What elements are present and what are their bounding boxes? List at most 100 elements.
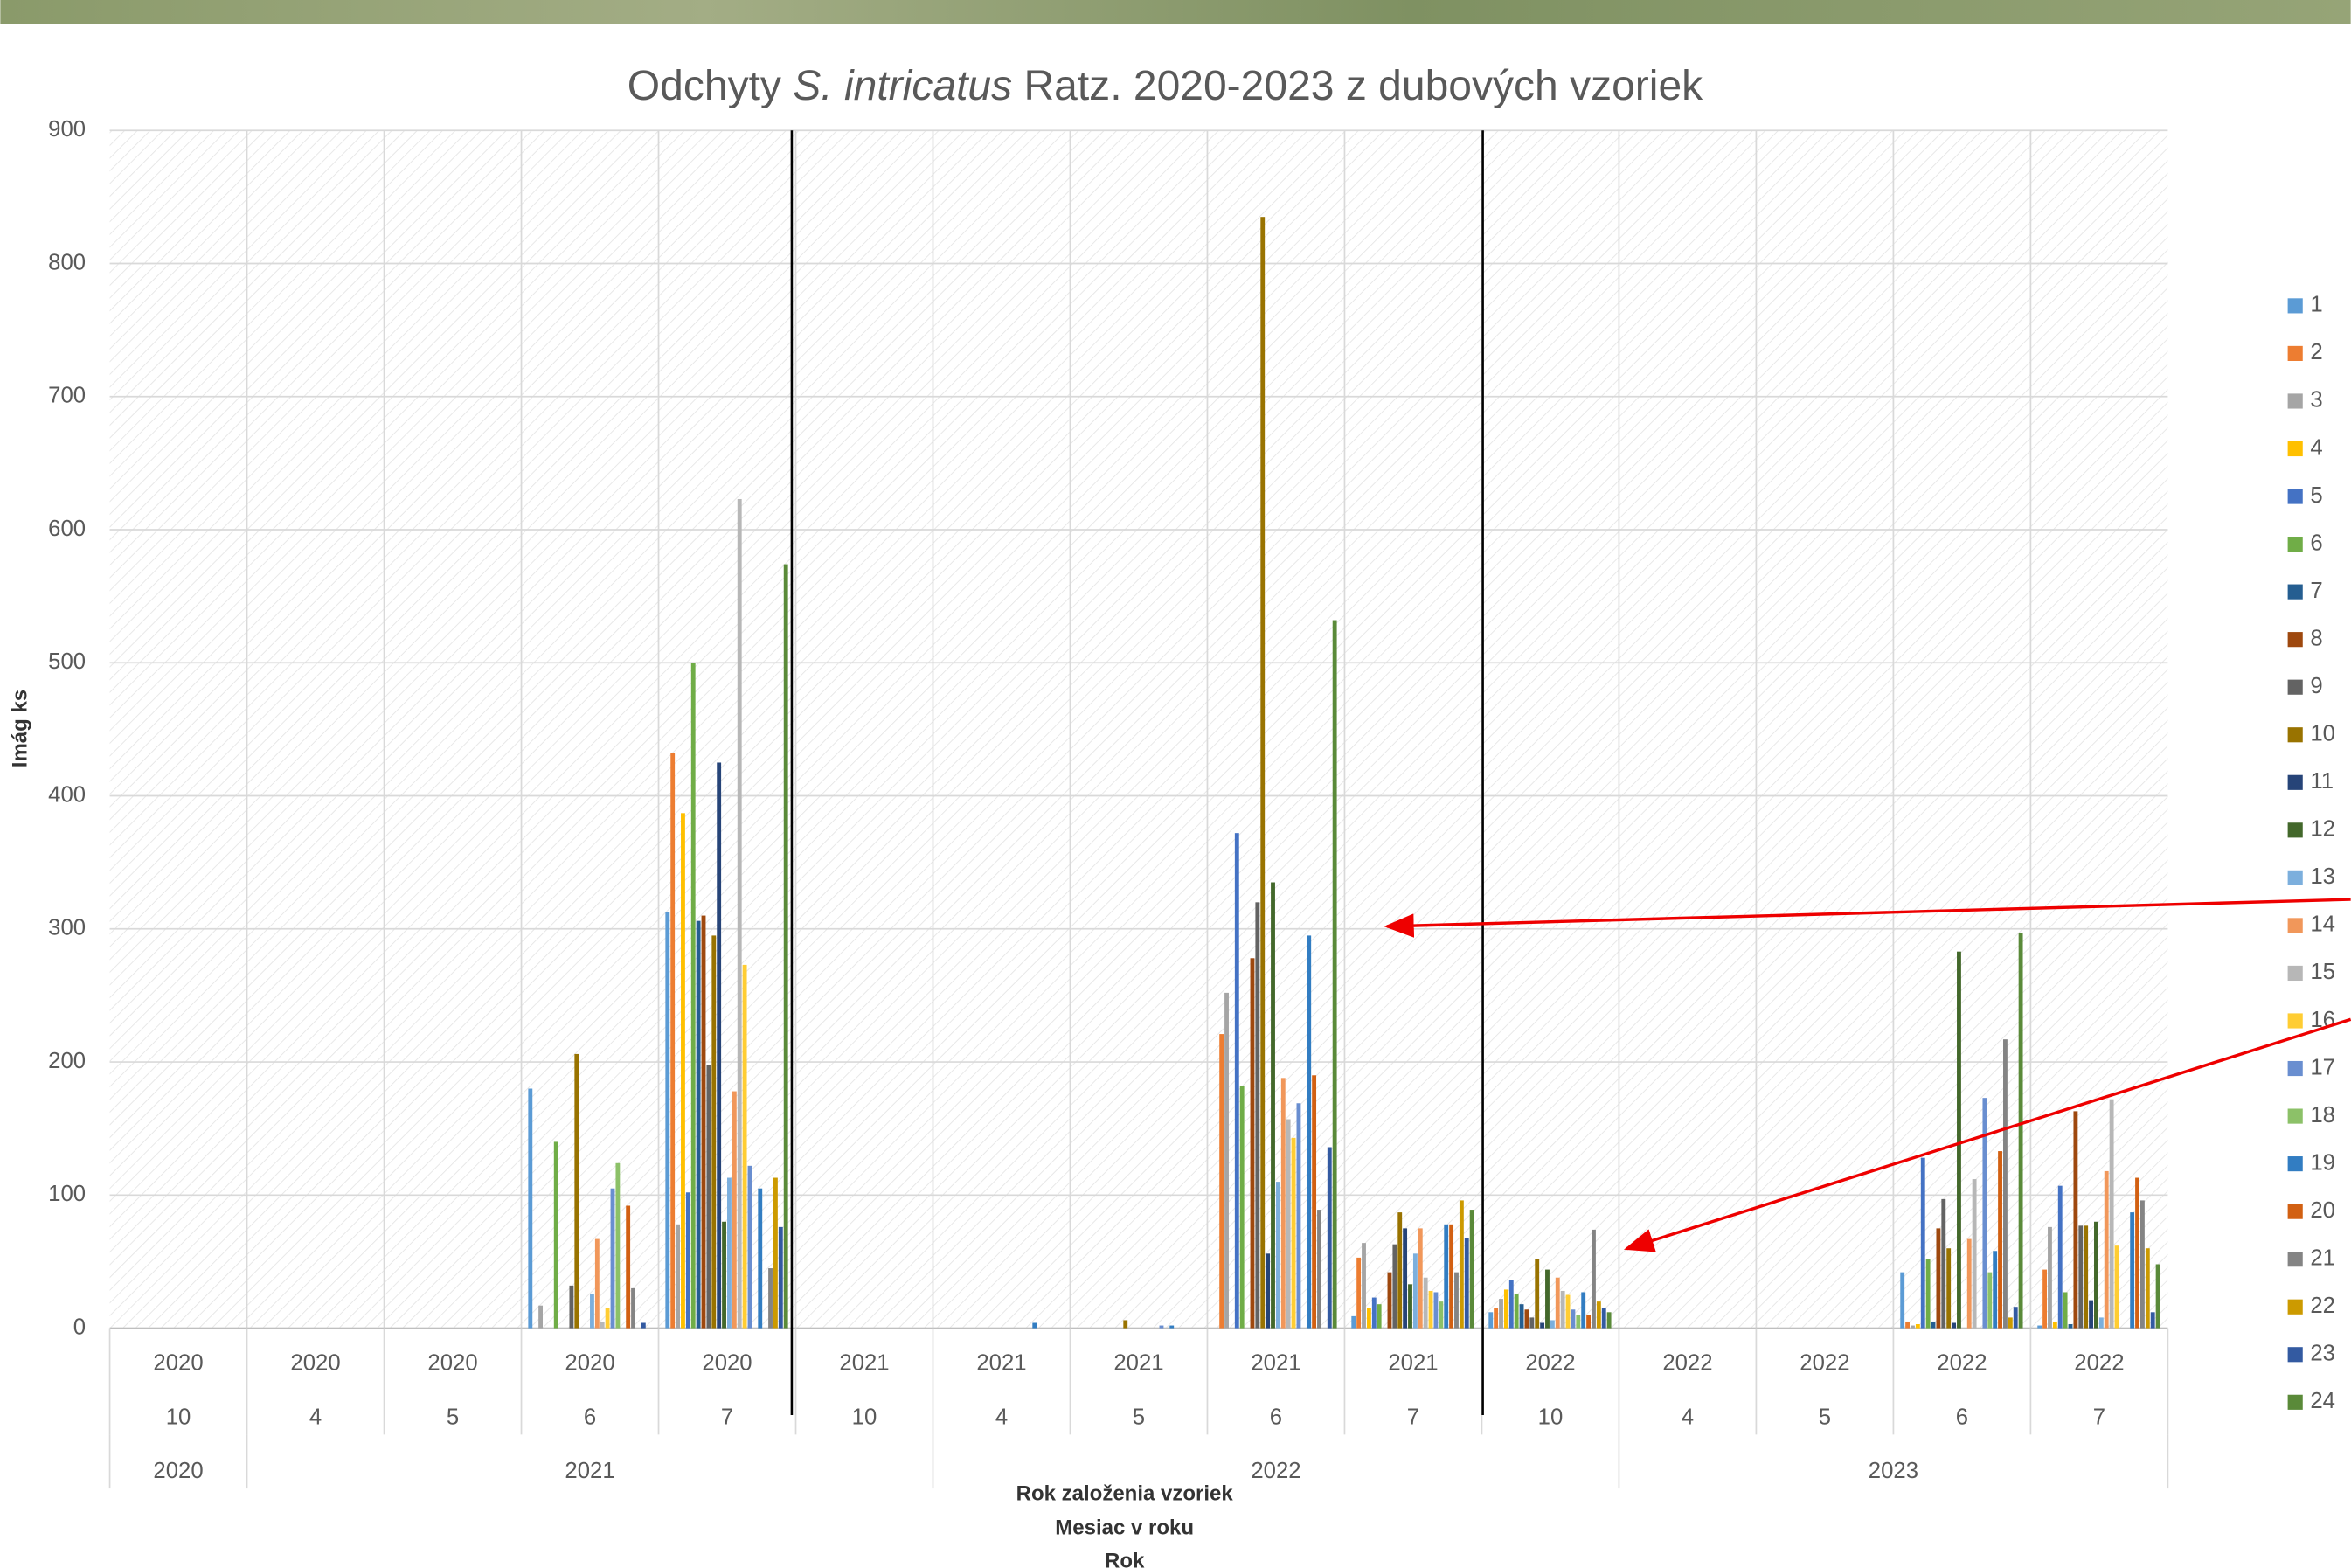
bar — [615, 1163, 620, 1329]
bar — [1921, 1158, 1925, 1329]
legend-swatch — [2288, 393, 2303, 408]
bar — [711, 935, 716, 1328]
bar — [1499, 1299, 1503, 1328]
month-label: 10 — [852, 1405, 877, 1429]
legend-swatch — [2288, 1395, 2303, 1410]
legend-label: 19 — [2310, 1150, 2335, 1175]
legend-swatch — [2288, 727, 2303, 742]
legend-label: 24 — [2310, 1389, 2335, 1413]
y-tick-label: 200 — [48, 1049, 86, 1073]
bar — [538, 1306, 543, 1329]
legend-label: 17 — [2310, 1055, 2335, 1079]
bar — [681, 813, 685, 1328]
bar — [1470, 1210, 1474, 1329]
bar — [2069, 1324, 2073, 1329]
bar — [1525, 1309, 1529, 1328]
bar — [1540, 1322, 1544, 1328]
bar — [1439, 1301, 1443, 1328]
x-tick-label: 2022 — [2074, 1351, 2124, 1376]
legend-swatch — [2288, 966, 2303, 981]
x-tick-label: 2020 — [290, 1351, 340, 1376]
bar — [590, 1294, 594, 1329]
month-label: 6 — [584, 1405, 596, 1429]
bar — [1460, 1200, 1464, 1328]
month-label: 10 — [166, 1405, 191, 1429]
legend-label: 13 — [2310, 864, 2335, 889]
bar — [1286, 1120, 1291, 1329]
bar — [1967, 1239, 1972, 1329]
bar — [1566, 1295, 1571, 1329]
y-tick-label: 600 — [48, 517, 86, 541]
bar — [1372, 1298, 1377, 1329]
chart: Odchyty S. intricatus Ratz. 2020-2023 z … — [0, 0, 2351, 1568]
bar — [1449, 1225, 1453, 1329]
bar — [1328, 1148, 1332, 1329]
bar — [2037, 1326, 2042, 1329]
bar — [2042, 1270, 2047, 1329]
bar — [722, 1222, 726, 1329]
bar — [1488, 1312, 1493, 1328]
legend-swatch — [2288, 632, 2303, 647]
legend-label: 6 — [2310, 531, 2322, 555]
y-tick-label: 900 — [48, 117, 86, 142]
bar — [727, 1178, 732, 1329]
x-tick-label: 2021 — [1251, 1351, 1300, 1376]
bar — [554, 1141, 558, 1328]
bar — [1123, 1320, 1127, 1328]
bar — [1219, 1034, 1224, 1329]
x-tick-label: 2021 — [1388, 1351, 1438, 1376]
legend-label: 7 — [2310, 579, 2322, 603]
bar — [611, 1189, 615, 1329]
bar — [1169, 1326, 1174, 1329]
legend-swatch — [2288, 346, 2303, 361]
bar — [1515, 1294, 1519, 1329]
bar — [1388, 1273, 1392, 1329]
x-axis-title: Rok — [1105, 1549, 1145, 1568]
bar — [1973, 1179, 1977, 1329]
x-tick-label: 2021 — [976, 1351, 1026, 1376]
bar — [1926, 1259, 1931, 1328]
bar — [779, 1227, 783, 1329]
bar — [1307, 935, 1311, 1328]
plot-area — [110, 130, 2168, 1328]
legend-swatch — [2288, 1347, 2303, 1362]
chart-title: Odchyty S. intricatus Ratz. 2020-2023 z … — [628, 63, 1703, 109]
bar — [2073, 1111, 2077, 1328]
bar — [595, 1239, 600, 1329]
legend-label: 12 — [2310, 817, 2335, 842]
month-label: 5 — [447, 1405, 459, 1429]
bar — [1312, 1075, 1316, 1328]
bar — [1931, 1322, 1936, 1329]
y-tick-label: 400 — [48, 782, 86, 807]
month-label: 7 — [2093, 1405, 2105, 1429]
bar — [1413, 1253, 1418, 1328]
title-part: S. intricatus — [793, 63, 1012, 109]
month-label: 4 — [309, 1405, 322, 1429]
bar — [2048, 1227, 2052, 1329]
bar — [1993, 1251, 1997, 1328]
legend-label: 10 — [2310, 722, 2335, 746]
legend-label: 8 — [2310, 626, 2322, 650]
y-tick-label: 800 — [48, 250, 86, 274]
bar — [1351, 1316, 1356, 1329]
bar — [1987, 1273, 1992, 1329]
legend-label: 22 — [2310, 1294, 2335, 1318]
bar — [691, 663, 696, 1328]
bar — [702, 916, 706, 1329]
bar — [732, 1092, 737, 1329]
bar — [1408, 1284, 1412, 1328]
legend-swatch — [2288, 298, 2303, 313]
bar — [2130, 1212, 2134, 1328]
month-label: 7 — [721, 1405, 733, 1429]
legend-swatch — [2288, 1252, 2303, 1266]
legend-swatch — [2288, 1013, 2303, 1028]
bar — [1240, 1086, 1245, 1328]
bar — [1586, 1315, 1591, 1328]
x-axis-title: Rok založenia vzoriek — [1016, 1481, 1234, 1505]
legend-swatch — [2288, 489, 2303, 503]
bar — [2089, 1301, 2093, 1329]
bar — [574, 1054, 579, 1329]
bar — [1281, 1078, 1286, 1328]
bar — [1957, 952, 1961, 1329]
bar — [528, 1089, 532, 1329]
